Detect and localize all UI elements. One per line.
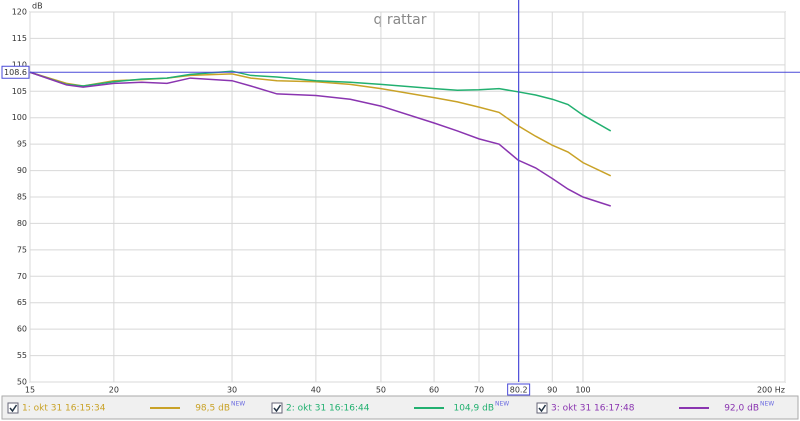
series-line: [29, 71, 611, 207]
cursor-y-box: [1, 65, 30, 79]
x-tick-label: 90: [547, 386, 557, 395]
legend-item[interactable]: 2: okt 31 16:16:44 104,9 dB NEW: [271, 401, 509, 414]
series-line: [29, 70, 612, 132]
legend-readout: 92,0 dB: [724, 404, 759, 414]
legend-checkbox[interactable]: [536, 402, 548, 414]
x-tick-label: 40: [311, 386, 321, 395]
legend-readout: 104,9 dB: [453, 404, 494, 414]
legend-name: 1: okt 31 16:15:34: [22, 404, 106, 414]
y-tick-label: 85: [17, 193, 27, 202]
y-tick-label: 95: [17, 140, 27, 149]
legend-readout-tag: NEW: [231, 401, 245, 408]
cursor-y-label: 108.6: [4, 68, 27, 77]
legend-name: 3: okt 31 16:17:48: [551, 404, 635, 414]
legend-checkbox[interactable]: [271, 402, 283, 414]
y-tick-label: 100: [12, 113, 27, 122]
y-tick-label: 90: [17, 166, 27, 175]
x-tick-label: 200 Hz: [757, 386, 785, 395]
y-tick-label: 115: [12, 34, 27, 43]
chart-title: q rattar: [374, 12, 427, 28]
x-tick-label: 20: [109, 386, 119, 395]
y-tick-label: 55: [17, 351, 27, 360]
legend-item[interactable]: 1: okt 31 16:15:34 98,5 dB NEW: [7, 401, 245, 414]
legend-bar: [1, 395, 799, 420]
y-tick-label: 75: [17, 245, 27, 254]
checkmark: [9, 404, 18, 413]
legend-item[interactable]: 3: okt 31 16:17:48 92,0 dB NEW: [536, 401, 774, 414]
cursor-x-box: [507, 383, 531, 396]
y-tick-label: 110: [12, 60, 27, 69]
checkmark: [538, 404, 547, 413]
legend-checkbox[interactable]: [7, 402, 19, 414]
y-tick-label: 120: [12, 8, 27, 17]
x-tick-label: 50: [376, 386, 386, 395]
y-tick-label: 50: [17, 378, 27, 387]
x-tick-label: 60: [429, 386, 439, 395]
legend-readout: 98,5 dB: [195, 404, 230, 414]
legend-readout-tag: NEW: [760, 401, 774, 408]
y-tick-label: 65: [17, 298, 27, 307]
x-tick-label: 30: [227, 386, 237, 395]
y-tick-label: 80: [17, 219, 27, 228]
x-tick-label: 70: [474, 386, 484, 395]
y-tick-label: 70: [17, 272, 27, 281]
y-tick-label: 60: [17, 325, 27, 334]
x-tick-label: 15: [25, 386, 35, 395]
cursor-x-label: 80.2: [510, 386, 528, 395]
y-unit: dB: [32, 2, 43, 11]
x-tick-label: 100: [575, 386, 590, 395]
legend-name: 2: okt 31 16:16:44: [286, 404, 370, 414]
checkmark: [273, 404, 282, 413]
legend-readout-tag: NEW: [495, 401, 509, 408]
y-tick-label: 105: [12, 87, 27, 96]
